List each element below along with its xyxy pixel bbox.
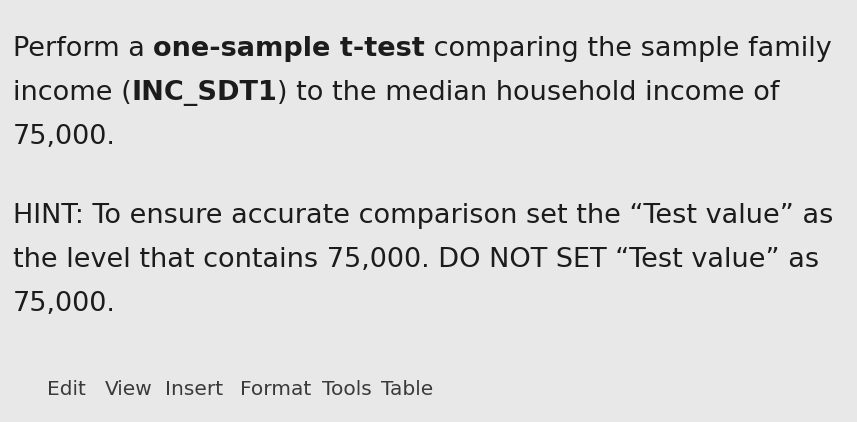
Text: the level that contains 75,000. DO NOT SET “Test value” as: the level that contains 75,000. DO NOT S… bbox=[13, 247, 819, 273]
Text: INC_SDT1: INC_SDT1 bbox=[132, 80, 278, 106]
Text: comparing the sample family: comparing the sample family bbox=[425, 36, 832, 62]
Text: income (: income ( bbox=[13, 80, 132, 106]
Text: Edit: Edit bbox=[47, 380, 86, 399]
Text: 75,000.: 75,000. bbox=[13, 124, 116, 151]
Text: one-sample t-test: one-sample t-test bbox=[153, 36, 425, 62]
Text: HINT: To ensure accurate comparison set the “Test value” as: HINT: To ensure accurate comparison set … bbox=[13, 203, 833, 229]
Text: ) to the median household income of: ) to the median household income of bbox=[278, 80, 780, 106]
Text: Perform a: Perform a bbox=[13, 36, 153, 62]
Text: Format: Format bbox=[240, 380, 311, 399]
Text: Insert: Insert bbox=[165, 380, 223, 399]
Text: Tools: Tools bbox=[322, 380, 372, 399]
Text: 75,000.: 75,000. bbox=[13, 291, 116, 317]
Text: View: View bbox=[105, 380, 153, 399]
Text: Table: Table bbox=[381, 380, 433, 399]
